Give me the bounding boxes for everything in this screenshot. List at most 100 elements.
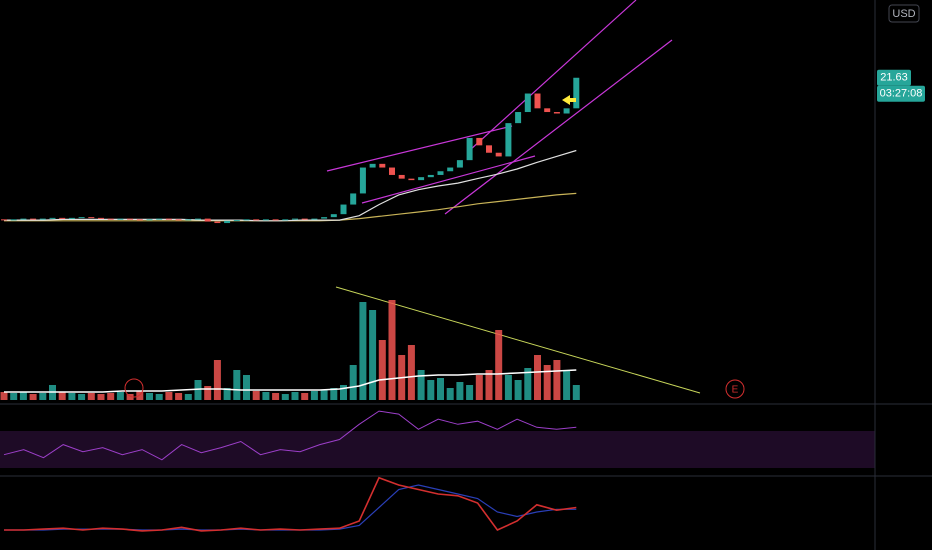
macd-line xyxy=(4,476,577,532)
arrow-annotation xyxy=(562,95,576,105)
volume-bar xyxy=(233,370,241,400)
volume-bar xyxy=(213,360,221,400)
volume-bar xyxy=(514,380,522,400)
currency-label[interactable]: USD xyxy=(892,8,915,20)
price-label: 21.63 xyxy=(880,72,908,84)
volume-bar xyxy=(495,330,503,400)
volume-bar xyxy=(252,391,260,400)
candle xyxy=(117,218,124,220)
candle xyxy=(350,193,357,205)
candle xyxy=(321,217,328,219)
volume-bar xyxy=(437,378,444,400)
event-circle xyxy=(725,379,745,399)
volume-bar xyxy=(553,360,561,400)
candle xyxy=(427,174,434,178)
channel-line xyxy=(326,125,513,172)
volume-bar xyxy=(87,393,95,400)
volume-bar xyxy=(378,340,386,400)
volume-bar xyxy=(475,375,483,400)
sma-fast-line xyxy=(4,149,577,222)
trend-channels xyxy=(326,0,673,215)
candle xyxy=(524,93,531,113)
candle xyxy=(437,171,444,175)
volume-bar xyxy=(388,300,396,400)
candle xyxy=(59,217,66,219)
candle xyxy=(107,218,114,220)
volume-bar xyxy=(485,370,493,400)
candle xyxy=(136,219,143,221)
volume-bar xyxy=(204,386,212,400)
volume-bar xyxy=(0,392,8,400)
candle xyxy=(49,217,56,219)
candle xyxy=(456,160,463,168)
volume-bar xyxy=(417,370,425,400)
candle xyxy=(544,108,551,113)
volume-bar xyxy=(563,370,571,400)
candle xyxy=(301,218,308,220)
candle xyxy=(156,218,163,220)
candle xyxy=(88,217,95,219)
candle xyxy=(495,152,502,157)
volume-bar xyxy=(175,393,183,400)
volume-bar xyxy=(184,394,192,400)
candle xyxy=(282,219,289,221)
candle xyxy=(408,178,415,181)
candle xyxy=(553,112,560,114)
rsi-line xyxy=(3,410,577,461)
volume-bar xyxy=(155,394,163,400)
candle xyxy=(398,174,405,179)
event-circle xyxy=(124,378,144,398)
volume-bar xyxy=(359,302,367,400)
candle xyxy=(379,163,386,168)
volume-bar xyxy=(572,385,580,400)
candle xyxy=(98,217,104,219)
candle xyxy=(369,163,376,168)
volume-bar xyxy=(272,393,280,400)
candle xyxy=(39,218,46,220)
volume-bar xyxy=(281,394,289,400)
candle xyxy=(573,77,580,109)
channel-line xyxy=(361,155,536,204)
event-label: E xyxy=(732,385,739,396)
volume-bar xyxy=(165,392,173,400)
candle xyxy=(214,221,221,224)
candle xyxy=(476,137,483,146)
candle xyxy=(515,112,522,124)
candle xyxy=(253,219,260,221)
volume-bar xyxy=(19,392,27,400)
countdown-label: 03:27:08 xyxy=(880,88,923,100)
candle xyxy=(185,219,192,221)
volume-bar xyxy=(97,394,105,400)
volume-bar xyxy=(310,391,318,400)
price-box xyxy=(877,69,911,86)
candle xyxy=(359,167,366,194)
volume-bar xyxy=(407,345,415,400)
volume-bar xyxy=(262,392,270,400)
volume-bar xyxy=(349,365,357,400)
candle xyxy=(146,219,153,221)
candle xyxy=(165,218,172,220)
countdown-box xyxy=(877,85,925,102)
volume-bar xyxy=(446,388,454,400)
volume-bar xyxy=(39,393,47,400)
volume-bar xyxy=(301,393,309,400)
volume-bar xyxy=(10,393,18,400)
volume-bar xyxy=(291,392,299,400)
candle xyxy=(233,220,240,222)
candle xyxy=(262,219,269,221)
volume-bar xyxy=(223,388,231,400)
candle xyxy=(292,218,298,220)
candle xyxy=(175,219,182,221)
volume-trend-line xyxy=(335,286,701,394)
volume-bar xyxy=(534,355,541,400)
candle xyxy=(243,219,250,221)
candle xyxy=(534,93,541,109)
candle xyxy=(224,220,231,224)
candle xyxy=(195,218,201,220)
candle xyxy=(563,108,570,114)
candle xyxy=(330,214,337,218)
volume-bar xyxy=(107,393,115,400)
candle xyxy=(204,218,211,222)
currency-box[interactable] xyxy=(888,4,920,23)
